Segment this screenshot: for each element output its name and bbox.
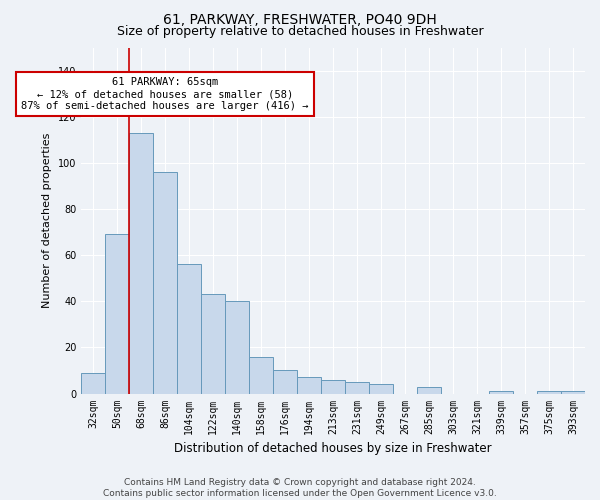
Y-axis label: Number of detached properties: Number of detached properties <box>43 133 52 308</box>
Text: 61 PARKWAY: 65sqm
← 12% of detached houses are smaller (58)
87% of semi-detached: 61 PARKWAY: 65sqm ← 12% of detached hous… <box>22 78 309 110</box>
Text: Size of property relative to detached houses in Freshwater: Size of property relative to detached ho… <box>116 25 484 38</box>
Bar <box>177 264 201 394</box>
Bar <box>81 373 105 394</box>
Bar <box>129 133 153 394</box>
Bar <box>537 391 561 394</box>
Bar <box>297 378 321 394</box>
Bar <box>105 234 129 394</box>
Bar <box>489 391 513 394</box>
Text: 61, PARKWAY, FRESHWATER, PO40 9DH: 61, PARKWAY, FRESHWATER, PO40 9DH <box>163 12 437 26</box>
Bar <box>273 370 297 394</box>
Bar <box>561 391 585 394</box>
Bar <box>249 356 273 394</box>
Bar <box>225 302 249 394</box>
Bar <box>345 382 369 394</box>
Text: Contains HM Land Registry data © Crown copyright and database right 2024.
Contai: Contains HM Land Registry data © Crown c… <box>103 478 497 498</box>
Bar <box>201 294 225 394</box>
Bar <box>153 172 177 394</box>
X-axis label: Distribution of detached houses by size in Freshwater: Distribution of detached houses by size … <box>175 442 492 455</box>
Bar <box>369 384 393 394</box>
Bar <box>417 386 441 394</box>
Bar <box>321 380 345 394</box>
